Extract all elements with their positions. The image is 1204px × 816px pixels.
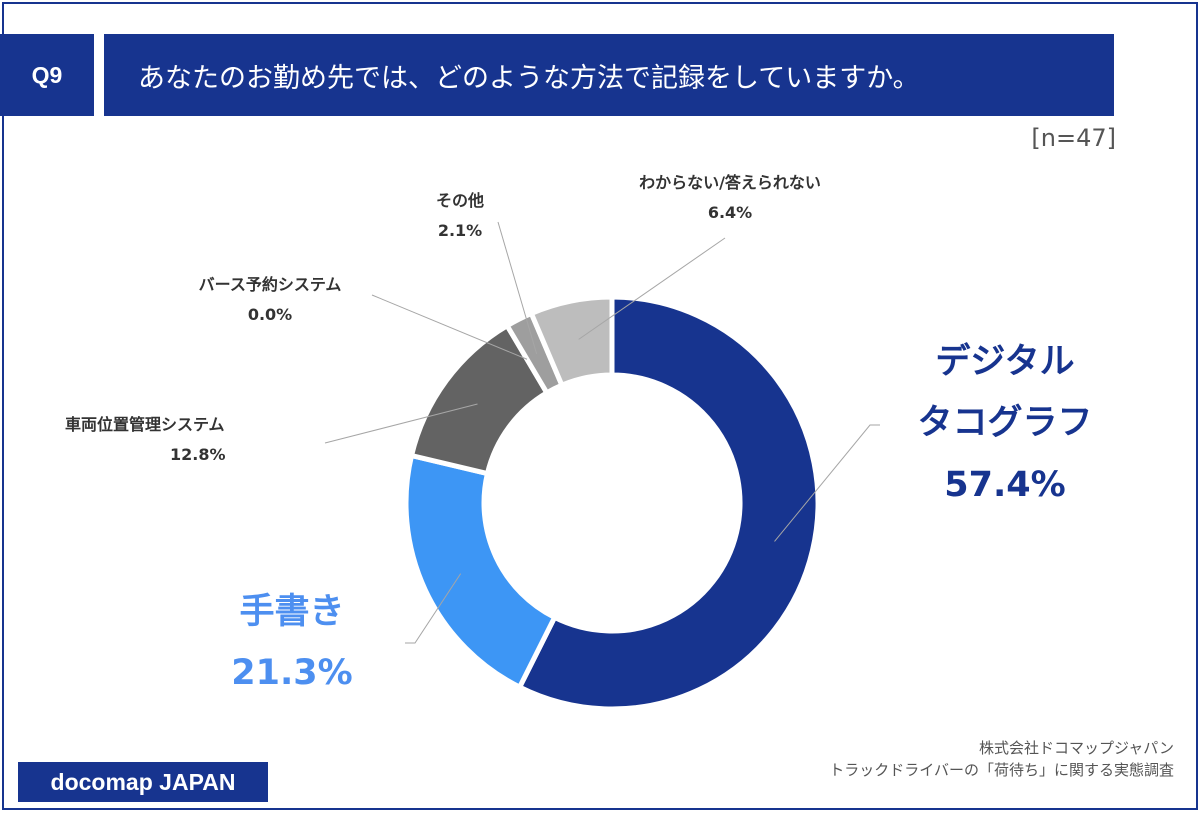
slice-label-vehicle-location-line1: 車両位置管理システム [65, 415, 225, 434]
slice-label-digital-tachograph: デジタル タコグラフ 57.4% [905, 332, 1105, 516]
slice-label-berth-reservation-line1: バース予約システム [198, 275, 342, 294]
slice-label-handwritten: 手書き 21.3% [212, 582, 372, 705]
leader-line-digital-tachograph [774, 424, 880, 542]
slice-label-berth-reservation: バース予約システム 0.0% [170, 270, 370, 331]
leader-line-other [497, 221, 538, 355]
question-title: あなたのお勤め先では、どのような方法で記録をしていますか。 [104, 34, 1114, 116]
slice-value-digital-tachograph: 57.4% [944, 464, 1066, 505]
slice-value-other: 2.1% [437, 221, 483, 241]
source-note: 株式会社ドコマップジャパン トラックドライバーの「荷待ち」に関する実態調査 [829, 737, 1174, 781]
slice-label-handwritten-line1: 手書き [239, 592, 345, 632]
slice-label-vehicle-location: 車両位置管理システム 12.8% [65, 410, 325, 471]
slice-handwritten [403, 452, 558, 691]
slice-label-digital-tachograph-line2: タコグラフ [917, 403, 1093, 444]
source-company: 株式会社ドコマップジャパン [978, 739, 1174, 757]
sample-size-label: [n=47] [1031, 124, 1116, 152]
slice-value-berth-reservation: 0.0% [247, 305, 293, 325]
slice-label-digital-tachograph-line1: デジタル [935, 342, 1075, 382]
slice-digital-tachograph [516, 294, 821, 712]
slice-unknown [528, 294, 615, 389]
slice-label-unknown-line1: わからない/答えられない [639, 173, 821, 192]
question-number-badge: Q9 [0, 34, 94, 116]
slice-label-unknown: わからない/答えられない 6.4% [590, 168, 870, 229]
leader-line-handwritten [405, 573, 462, 644]
leader-line-berth-reservation [371, 294, 528, 360]
company-logo: docomap JAPAN [18, 762, 268, 802]
slice-value-unknown: 6.4% [707, 203, 753, 223]
source-survey: トラックドライバーの「荷待ち」に関する実態調査 [829, 761, 1174, 779]
slice-value-handwritten: 21.3% [231, 653, 353, 694]
slice-label-other-line1: その他 [435, 191, 484, 210]
leader-line-unknown [578, 237, 726, 340]
slice-value-vehicle-location: 12.8% [170, 445, 226, 465]
slice-label-other: その他 2.1% [415, 186, 505, 247]
leader-line-vehicle-location [324, 403, 478, 444]
